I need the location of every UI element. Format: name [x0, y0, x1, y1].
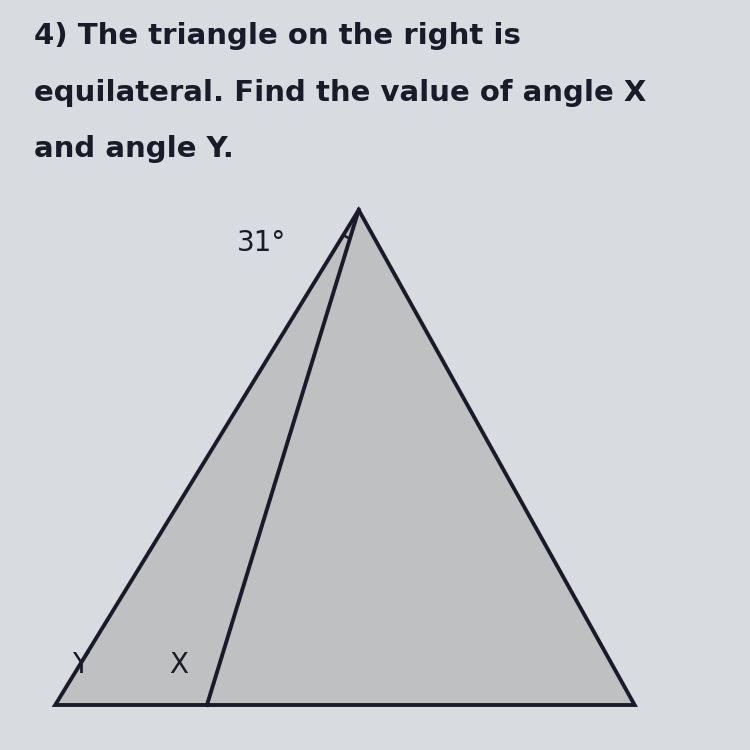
Text: X: X — [169, 651, 188, 679]
Text: Y: Y — [73, 651, 89, 679]
Text: 31°: 31° — [237, 229, 286, 256]
Text: and angle Y.: and angle Y. — [34, 135, 234, 163]
Text: 4) The triangle on the right is: 4) The triangle on the right is — [34, 22, 521, 50]
Text: equilateral. Find the value of angle X: equilateral. Find the value of angle X — [34, 79, 646, 106]
Polygon shape — [56, 210, 634, 705]
